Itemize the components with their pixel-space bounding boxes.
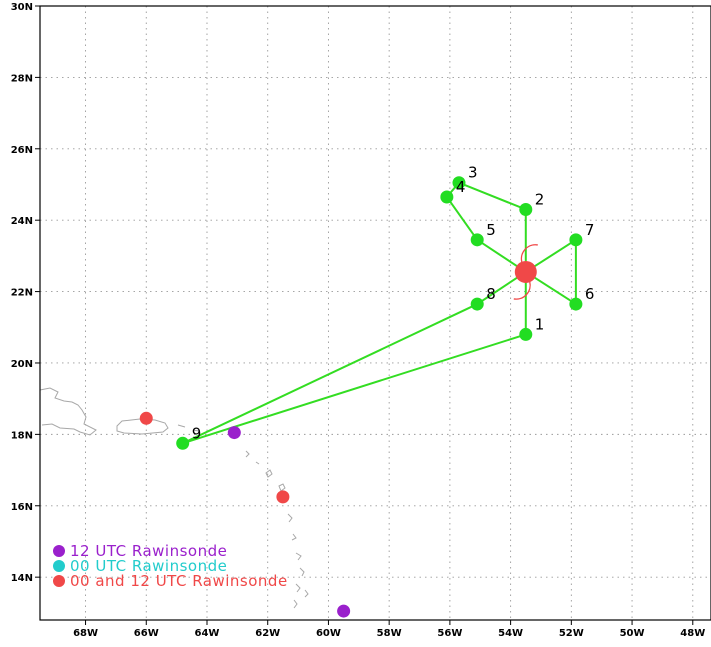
flight-point-marker	[440, 190, 454, 204]
rawinsonde-sites	[139, 411, 351, 618]
x-tick-label: 54W	[498, 628, 523, 639]
windward-island-c	[295, 552, 302, 561]
flight-point-label: 5	[486, 221, 496, 239]
rawinsonde-marker	[337, 604, 351, 618]
flight-point-marker	[470, 297, 484, 311]
flight-point-marker	[519, 327, 533, 341]
y-tick-label: 16N	[11, 502, 33, 513]
y-tick-label: 22N	[11, 288, 33, 299]
x-tick-label: 50W	[620, 628, 645, 639]
windward-island-f	[293, 599, 298, 609]
y-tick-label: 30N	[11, 2, 33, 13]
flight-point-label: 1	[535, 315, 545, 333]
windward-island-e	[295, 583, 301, 593]
flight-point-label: 9	[192, 424, 202, 442]
leeward-island-c	[265, 469, 273, 478]
x-tick-label: 66W	[134, 628, 159, 639]
flight-point-label: 3	[468, 164, 478, 182]
y-tick-label: 20N	[11, 359, 33, 370]
x-tick-label: 62W	[255, 628, 280, 639]
rawinsonde-marker	[227, 426, 241, 440]
rawinsonde-marker	[276, 490, 290, 504]
x-tick-label: 56W	[437, 628, 462, 639]
x-tick-label: 64W	[195, 628, 220, 639]
lat-lon-grid	[40, 5, 711, 620]
y-tick-label: 14N	[11, 573, 33, 584]
x-tick-label: 48W	[680, 628, 705, 639]
legend-label: 12 UTC Rawinsonde	[70, 542, 227, 560]
y-tick-label: 24N	[11, 216, 33, 227]
windward-island-d	[299, 567, 305, 577]
flight-point-marker	[519, 202, 533, 216]
hurricane-arc-lower	[513, 281, 531, 300]
flight-point-label: 7	[585, 221, 595, 239]
coastline	[39, 387, 309, 609]
legend-label: 00 UTC Rawinsonde	[70, 557, 227, 575]
flight-point-label: 2	[535, 190, 545, 208]
virgin-islands-coast	[177, 424, 200, 432]
leeward-island-d	[278, 483, 286, 492]
flight-point-marker	[452, 176, 466, 190]
puerto-rico-coast	[116, 418, 169, 435]
barbados-coast	[304, 589, 309, 598]
flight-point-marker	[470, 233, 484, 247]
legend-marker	[53, 575, 65, 587]
flight-point-label: 6	[585, 285, 595, 303]
windward-island-b	[291, 533, 297, 541]
storm-center	[513, 244, 538, 300]
y-tick-label: 18N	[11, 430, 33, 441]
hispaniola-coast	[39, 387, 97, 436]
flight-track	[182, 181, 577, 445]
y-tick-label: 26N	[11, 145, 33, 156]
flight-point-marker	[569, 297, 583, 311]
storm-center-marker	[514, 260, 537, 283]
windward-island-a	[287, 513, 293, 523]
flight-point-label: 8	[486, 285, 496, 303]
flight-track-line	[182, 181, 577, 445]
rawinsonde-marker	[139, 411, 153, 425]
flight-point-label: 4	[456, 178, 466, 196]
flight-point-marker	[176, 436, 190, 450]
hurricane-arc-upper	[520, 244, 538, 263]
x-tick-label: 68W	[73, 628, 98, 639]
flight-point-marker	[569, 233, 583, 247]
legend-marker	[53, 560, 65, 572]
legend-marker	[53, 545, 65, 557]
leeward-island-b	[255, 461, 260, 465]
flight-points: 1 2 34 5 6 7 8 9	[176, 164, 594, 450]
x-tick-label: 60W	[316, 628, 341, 639]
axis-ticks: 68W 66W 64W 62W 60W 58W 56W 54W 52W 50W 48W 14N 16N 1…	[11, 2, 706, 639]
y-tick-label: 28N	[11, 73, 33, 84]
x-tick-label: 52W	[559, 628, 584, 639]
legend-label: 00 and 12 UTC Rawinsonde	[70, 572, 288, 590]
leeward-island-a	[245, 450, 250, 458]
x-tick-label: 58W	[377, 628, 402, 639]
map-frame	[39, 5, 711, 621]
